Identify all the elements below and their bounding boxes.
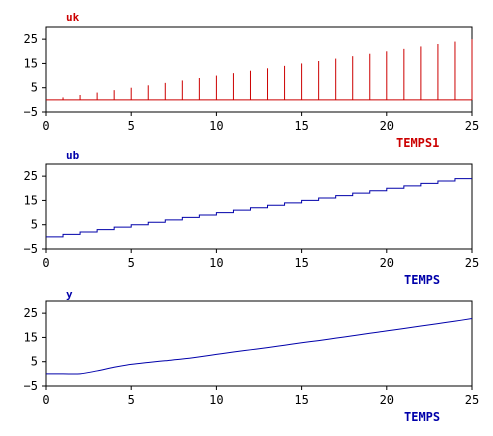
x-tick-label-1: 10 [209, 256, 223, 270]
x-tick-label-0: 25 [465, 119, 479, 133]
y-tick-label-0: 15 [24, 56, 38, 70]
series-line-step [46, 178, 472, 238]
x-tick-label-0: 15 [294, 119, 308, 133]
series-title-1: ub [66, 149, 80, 162]
x-axis-title-0: TEMPS1 [396, 136, 439, 150]
plot-frame-0 [45, 26, 473, 113]
x-tick-label-2: 10 [209, 393, 223, 407]
x-axis-title-1: TEMPS [404, 273, 440, 287]
y-tick-label-1: 15 [24, 193, 38, 207]
x-tick-label-0: 10 [209, 119, 223, 133]
y-tick-label-1: −5 [24, 242, 38, 256]
y-tick-label-0: 5 [31, 81, 38, 95]
plot-frame-2 [45, 300, 473, 387]
series-title-0: uk [66, 11, 80, 24]
plot-frame-1 [45, 163, 473, 250]
x-tick-label-0: 5 [128, 119, 135, 133]
x-tick-label-1: 25 [465, 256, 479, 270]
x-tick-label-2: 20 [380, 393, 394, 407]
y-tick-label-2: 5 [31, 355, 38, 369]
x-tick-label-2: 15 [294, 393, 308, 407]
x-tick-label-0: 0 [42, 119, 49, 133]
x-tick-label-1: 5 [128, 256, 135, 270]
series-title-2: y [66, 288, 73, 301]
y-tick-label-1: 5 [31, 218, 38, 232]
x-tick-label-0: 20 [380, 119, 394, 133]
x-tick-label-1: 0 [42, 256, 49, 270]
x-tick-label-2: 0 [42, 393, 49, 407]
x-tick-label-1: 20 [380, 256, 394, 270]
y-tick-label-2: −5 [24, 379, 38, 393]
y-tick-label-2: 15 [24, 330, 38, 344]
x-tick-label-2: 25 [465, 393, 479, 407]
x-tick-label-2: 5 [128, 393, 135, 407]
y-tick-label-0: 25 [24, 32, 38, 46]
series-line-smooth [45, 317, 473, 375]
x-tick-label-1: 15 [294, 256, 308, 270]
x-axis-title-2: TEMPS [404, 410, 440, 424]
y-tick-label-2: 25 [24, 306, 38, 320]
y-tick-label-1: 25 [24, 169, 38, 183]
y-tick-label-0: −5 [24, 105, 38, 119]
